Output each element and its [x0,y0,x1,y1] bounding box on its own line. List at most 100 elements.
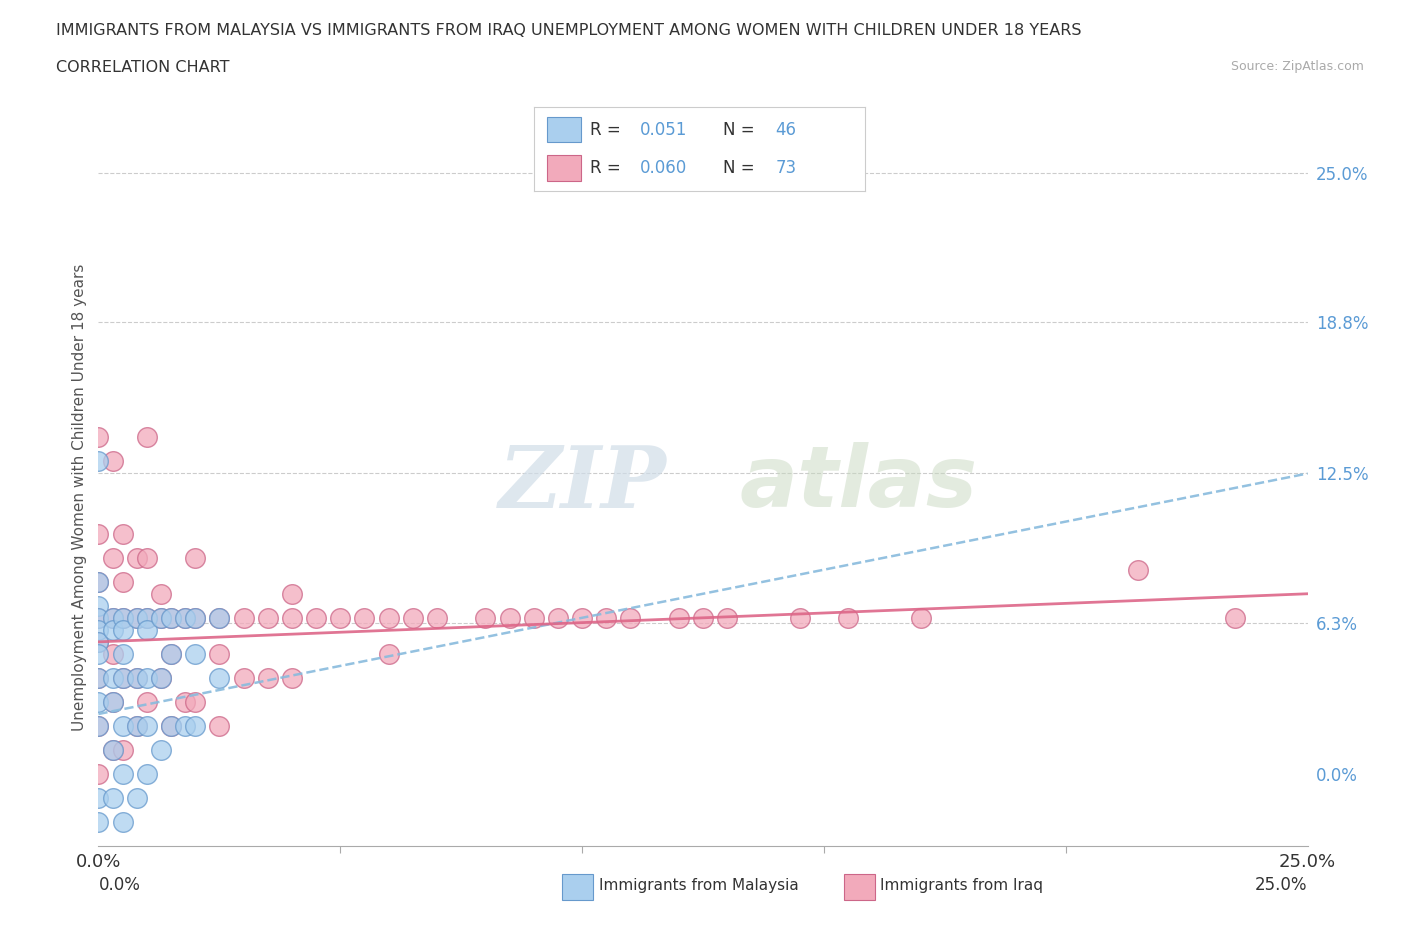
Point [184,610,207,625]
Point [87,719,110,734]
Text: N =: N = [723,159,759,177]
Text: 25.0%: 25.0% [1256,876,1308,895]
Point [281,671,304,685]
Point [692,610,714,625]
Point [87,610,110,625]
Point [910,610,932,625]
Point [111,622,134,637]
Point [184,610,207,625]
Point [377,646,399,661]
Point [789,610,811,625]
Point [135,719,157,734]
Point [101,622,124,637]
Point [127,719,149,734]
Point [111,610,134,625]
Point [281,610,304,625]
Point [111,743,134,758]
Point [256,610,278,625]
Point [135,551,157,565]
Point [87,622,110,637]
Text: Immigrants from Malaysia: Immigrants from Malaysia [599,878,799,893]
Text: N =: N = [723,121,759,139]
Text: 46: 46 [776,121,796,139]
Point [498,610,520,625]
Text: atlas: atlas [740,442,977,525]
Point [127,671,149,685]
Point [184,695,207,710]
Point [547,610,569,625]
Point [1128,563,1150,578]
Point [150,743,173,758]
Point [101,551,124,565]
Point [127,610,149,625]
Point [111,719,134,734]
Point [160,610,183,625]
Point [127,551,149,565]
Point [184,719,207,734]
Point [256,671,278,685]
Point [87,598,110,613]
Point [101,610,124,625]
Point [174,719,197,734]
Point [111,646,134,661]
Text: CORRELATION CHART: CORRELATION CHART [56,60,229,75]
Point [150,610,173,625]
Point [101,743,124,758]
Point [135,430,157,445]
Point [329,610,352,625]
Point [232,610,254,625]
Point [87,634,110,649]
Point [87,766,110,781]
Point [160,646,183,661]
Point [837,610,859,625]
Point [135,610,157,625]
Point [87,719,110,734]
Point [402,610,425,625]
Point [426,610,449,625]
Point [111,766,134,781]
Point [87,695,110,710]
Text: R =: R = [591,121,627,139]
Point [87,610,110,625]
Point [353,610,375,625]
Point [160,646,183,661]
Text: Source: ZipAtlas.com: Source: ZipAtlas.com [1230,60,1364,73]
Point [87,646,110,661]
Point [716,610,738,625]
Point [111,526,134,541]
Text: R =: R = [591,159,627,177]
Point [127,610,149,625]
Point [150,671,173,685]
Point [208,719,231,734]
Text: 0.051: 0.051 [640,121,688,139]
Point [101,695,124,710]
Point [101,695,124,710]
Point [101,610,124,625]
Point [135,622,157,637]
Point [208,671,231,685]
Point [87,575,110,590]
Text: 0.060: 0.060 [640,159,688,177]
Point [127,790,149,805]
Point [150,671,173,685]
Point [232,671,254,685]
Point [101,743,124,758]
Point [174,695,197,710]
Point [101,646,124,661]
Point [281,586,304,601]
Text: ZIP: ZIP [499,442,666,525]
Text: 73: 73 [776,159,797,177]
Point [135,610,157,625]
Point [87,790,110,805]
Point [523,610,546,625]
Point [127,671,149,685]
Point [174,610,197,625]
Point [377,610,399,625]
Text: 0.0%: 0.0% [98,876,141,895]
Point [208,610,231,625]
FancyBboxPatch shape [547,155,581,180]
Point [135,671,157,685]
Point [208,646,231,661]
Point [135,695,157,710]
Point [174,610,197,625]
